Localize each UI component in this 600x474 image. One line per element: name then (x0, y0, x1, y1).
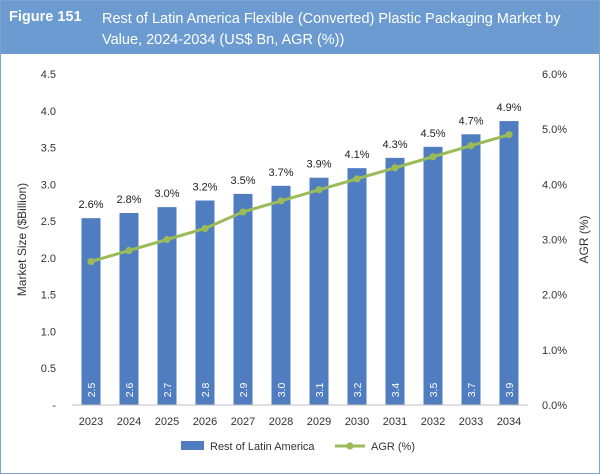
bar-value-label: 3.5 (428, 383, 440, 398)
agr-value-label: 3.5% (230, 175, 255, 187)
bar (271, 185, 291, 405)
y-tick-label: 4.0 (41, 106, 56, 118)
agr-value-label: 3.0% (154, 188, 179, 200)
agr-value-label: 3.2% (192, 182, 217, 194)
agr-point (201, 224, 209, 233)
bar-value-label: 3.0 (276, 383, 288, 398)
y2-axis-title: AGR (%) (577, 215, 591, 263)
bar (385, 157, 405, 405)
bar (81, 218, 101, 405)
agr-point (87, 257, 95, 266)
x-tick-label: 2028 (269, 416, 293, 428)
bar-value-label: 2.5 (86, 383, 98, 398)
x-tick-label: 2023 (79, 416, 103, 428)
y-tick-label: 4.5 (41, 69, 56, 81)
bar-value-label: 3.2 (352, 383, 364, 398)
bar (499, 121, 519, 405)
agr-point (315, 186, 323, 194)
bar (461, 134, 481, 405)
y-tick-label: 3.0 (41, 179, 56, 191)
bar-value-label: 2.6 (124, 383, 136, 398)
x-tick-label: 2034 (497, 416, 521, 428)
x-tick-label: 2026 (193, 416, 217, 428)
bar (195, 200, 215, 405)
y2-tick-label: 0.0% (542, 400, 567, 412)
bar-value-label: 2.7 (162, 383, 174, 398)
x-tick-label: 2024 (117, 416, 141, 428)
x-tick-label: 2029 (307, 416, 331, 428)
agr-value-label: 4.1% (344, 149, 369, 161)
agr-value-label: 2.8% (116, 194, 141, 206)
agr-value-label: 4.7% (458, 115, 483, 127)
x-tick-label: 2032 (421, 416, 445, 428)
y-tick-label: - (52, 400, 56, 412)
agr-line (90, 133, 510, 264)
y-tick-label: 2.5 (41, 216, 56, 228)
figure-label: Figure 151 (9, 9, 82, 25)
x-tick-label: 2027 (231, 416, 255, 428)
legend-swatch-bar (181, 441, 204, 450)
y-tick-label: 0.5 (41, 363, 56, 375)
agr-value-label: 4.9% (496, 102, 521, 114)
x-tick-label: 2031 (383, 416, 407, 428)
agr-point (429, 153, 437, 161)
x-tick-label: 2033 (459, 416, 483, 428)
agr-point (163, 235, 171, 244)
bar-value-label: 3.1 (314, 383, 326, 398)
agr-value-label: 3.7% (268, 167, 293, 179)
figure-header: Figure 151 Rest of Latin America Flexibl… (1, 1, 599, 54)
agr-point (391, 164, 399, 172)
agr-value-label: 4.3% (382, 139, 407, 151)
x-tick-label: 2030 (345, 416, 369, 428)
bar (347, 168, 367, 405)
x-tick-label: 2025 (155, 416, 179, 428)
agr-value-label: 2.6% (78, 199, 103, 211)
y-tick-label: 1.5 (41, 290, 56, 302)
y2-tick-label: 1.0% (542, 345, 567, 357)
agr-point (353, 175, 361, 183)
agr-point (467, 142, 475, 150)
agr-point (277, 197, 285, 205)
bar (423, 146, 443, 405)
y-tick-label: 3.5 (41, 143, 56, 155)
bar-value-label: 2.8 (200, 383, 212, 398)
y2-tick-label: 2.0% (542, 290, 567, 302)
y-tick-label: 1.0 (41, 326, 56, 338)
bar-value-label: 3.7 (466, 383, 478, 398)
agr-value-label: 4.5% (420, 128, 445, 140)
bar (157, 207, 177, 405)
y2-tick-label: 4.0% (542, 179, 567, 191)
bar (119, 213, 139, 405)
y-tick-label: 2.0 (41, 253, 56, 265)
bar (233, 193, 253, 405)
figure-title: Rest of Latin America Flexible (Converte… (102, 11, 561, 48)
y2-tick-label: 5.0% (542, 124, 567, 136)
bar-value-label: 3.9 (504, 383, 516, 398)
agr-point (505, 131, 513, 139)
agr-point (125, 246, 133, 255)
agr-point (239, 208, 247, 216)
bar-value-label: 3.4 (390, 383, 402, 398)
y2-tick-label: 6.0% (542, 69, 567, 81)
agr-value-label: 3.9% (306, 159, 331, 171)
legend-swatch-marker (346, 442, 354, 450)
bar-value-label: 2.9 (238, 383, 250, 398)
legend-label-bar: Rest of Latin America (210, 441, 315, 453)
legend-label-line: AGR (%) (371, 441, 415, 453)
y2-tick-label: 3.0% (542, 235, 567, 247)
y-axis-title: Market Size ($Billion) (15, 183, 29, 296)
bar (309, 177, 329, 405)
